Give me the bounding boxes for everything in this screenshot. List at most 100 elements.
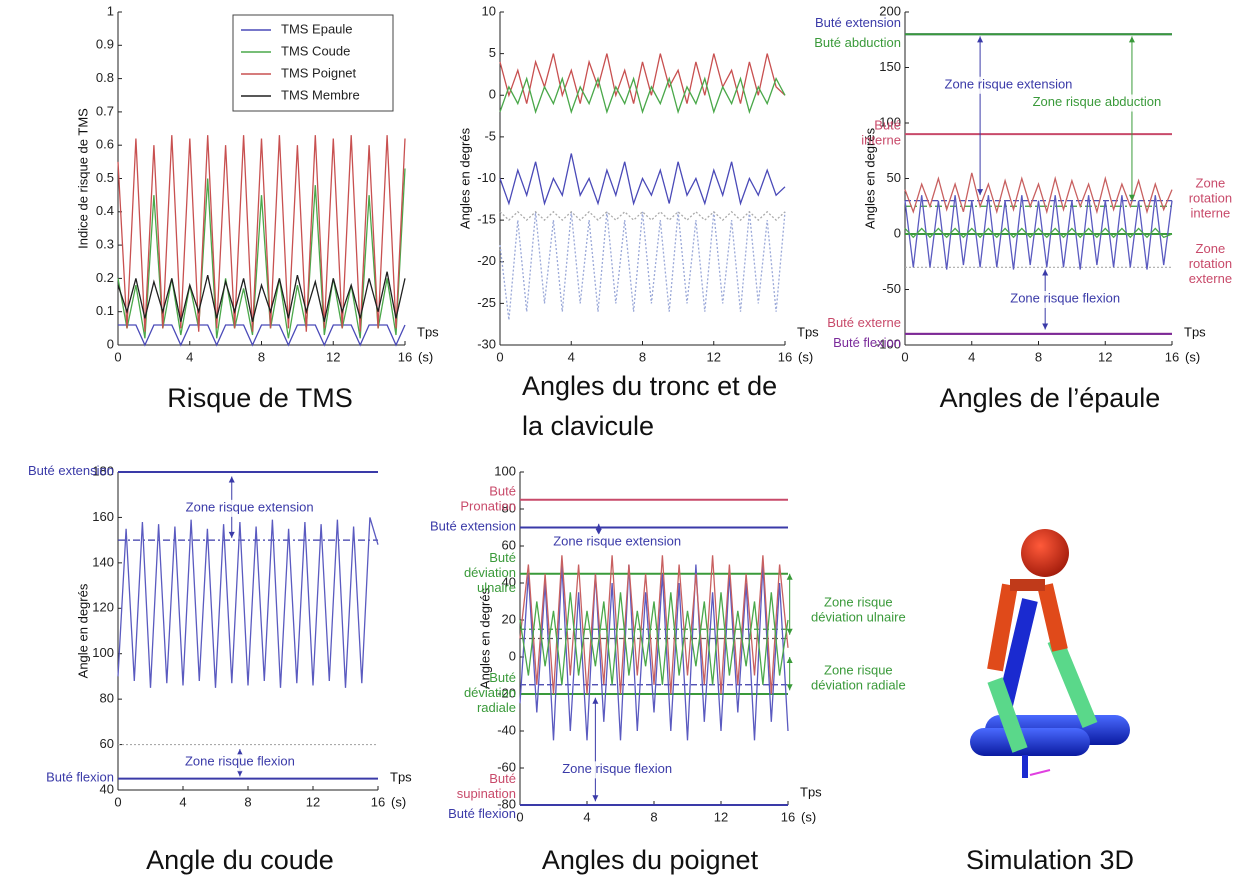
series-line: [519, 555, 789, 695]
x-tick-label: 4: [568, 349, 575, 364]
y-tick-label: 0.3: [96, 237, 114, 252]
annotation: Zone risque abduction: [1033, 94, 1162, 109]
reference-label-line: Buté: [874, 118, 901, 133]
y-tick-label: 0.5: [96, 170, 114, 185]
green-segment: [1047, 636, 1098, 729]
y-tick-label: 40: [100, 781, 114, 796]
series-line: [519, 564, 789, 741]
x-tick-label: 12: [1098, 349, 1112, 364]
y-tick-label: 0: [489, 87, 496, 102]
annotation-bg: [171, 499, 329, 517]
y-tick-label: -40: [497, 722, 516, 737]
y-tick-label: 0.2: [96, 270, 114, 285]
x-axis-label: Tps: [797, 324, 819, 339]
arrow-head: [1128, 194, 1135, 201]
series-line: [904, 195, 1173, 270]
reference-label-line: Buté: [489, 670, 516, 685]
y-tick-label: -20: [497, 685, 516, 700]
y-tick-label: 0.8: [96, 70, 114, 85]
series-line: [499, 153, 786, 206]
y-tick-label: -30: [477, 336, 496, 351]
series-line: [499, 53, 786, 104]
arrow-head: [786, 628, 793, 635]
series-line: [117, 517, 379, 688]
legend-label: TMS Coude: [281, 43, 350, 58]
annotation-line: déviation ulnaire: [811, 610, 906, 625]
arrow-head: [786, 684, 793, 691]
y-tick-label: -80: [497, 796, 516, 811]
reference-label: Buté flexion: [46, 770, 114, 785]
legend-box: [232, 14, 394, 112]
x-tick-label: 4: [968, 349, 975, 364]
annotation-bg: [1178, 241, 1243, 289]
y-tick-label: -25: [477, 295, 496, 310]
x-tick-label: 0: [901, 349, 908, 364]
annotation-bg: [168, 754, 312, 772]
reference-label-line: Buté: [489, 771, 516, 786]
x-tick-label: 12: [714, 809, 728, 824]
blue-leg: [997, 598, 1038, 707]
annotation-bg: [545, 761, 689, 779]
panel-title: Simulation 3D: [965, 845, 1135, 875]
annotation: Zone risque déviation ulnaire: [811, 595, 906, 625]
y-tick-label: 100: [879, 114, 901, 129]
annotation: Zone risque flexion: [1010, 291, 1120, 306]
arrow-head: [236, 749, 243, 756]
y-tick-label: 200: [879, 3, 901, 18]
arrow-head: [228, 476, 235, 483]
y-axis-label: Angles en degrés: [477, 587, 492, 689]
arrow-head: [786, 657, 793, 663]
series-line: [499, 76, 786, 115]
y-tick-label: 0: [509, 648, 516, 663]
x-axis-label: Tps: [1184, 324, 1206, 339]
annotation-bg: [929, 76, 1088, 94]
reference-label: Buté Pronation: [460, 484, 516, 514]
x-axis-label: Tps: [390, 769, 412, 784]
y-tick-label: 0.1: [96, 303, 114, 318]
arrow-head: [1128, 36, 1135, 43]
base-cylinder: [970, 728, 1090, 756]
red-arm: [987, 583, 1018, 672]
arrow-head: [592, 697, 599, 704]
annotation: Zone risque flexion: [185, 754, 295, 769]
annotation-line: Zone risque extension: [186, 500, 314, 515]
reference-label: Buté abduction: [814, 36, 901, 51]
annotation-line: Zone risque flexion: [562, 761, 672, 776]
annotation-line: Zone risque extension: [945, 77, 1073, 92]
arrow-head: [595, 523, 602, 530]
annotation-line: rotation: [1189, 257, 1232, 272]
y-axis-label: Angles en degrés: [862, 127, 877, 229]
annotation-bg: [794, 594, 923, 627]
arrow-head: [595, 528, 602, 535]
simulation-3d: [970, 529, 1130, 778]
x-tick-label: 8: [650, 809, 657, 824]
x-axis-label: Tps: [417, 324, 439, 339]
y-tick-label: -5: [484, 128, 496, 143]
y-tick-label: 100: [92, 645, 114, 660]
reference-label-line: Buté flexion: [448, 806, 516, 821]
reference-label: Buté extension: [430, 519, 516, 534]
legend-label: TMS Poignet: [281, 65, 357, 80]
arrow-head: [977, 189, 984, 196]
y-tick-label: 120: [92, 600, 114, 615]
annotation-line: Zone: [1196, 242, 1226, 257]
axis-marker: [1029, 769, 1051, 776]
annotation-bg: [538, 533, 696, 551]
y-tick-label: 50: [887, 170, 901, 185]
x-tick-label: 12: [306, 794, 320, 809]
annotation-line: externe: [1189, 272, 1232, 287]
annotation-bg: [794, 663, 923, 696]
x-tick-label: 0: [496, 349, 503, 364]
series-line: [117, 168, 406, 339]
x-tick-label: 8: [639, 349, 646, 364]
series-line: [499, 210, 786, 221]
x-axis-unit: (s): [391, 794, 406, 809]
x-tick-label: 12: [707, 349, 721, 364]
x-axis-unit: (s): [1185, 349, 1200, 364]
head: [1021, 529, 1069, 577]
reference-label-line: Buté extension: [28, 463, 114, 478]
reference-label: Buté extension: [815, 16, 901, 31]
x-axis-label: Tps: [800, 784, 822, 799]
